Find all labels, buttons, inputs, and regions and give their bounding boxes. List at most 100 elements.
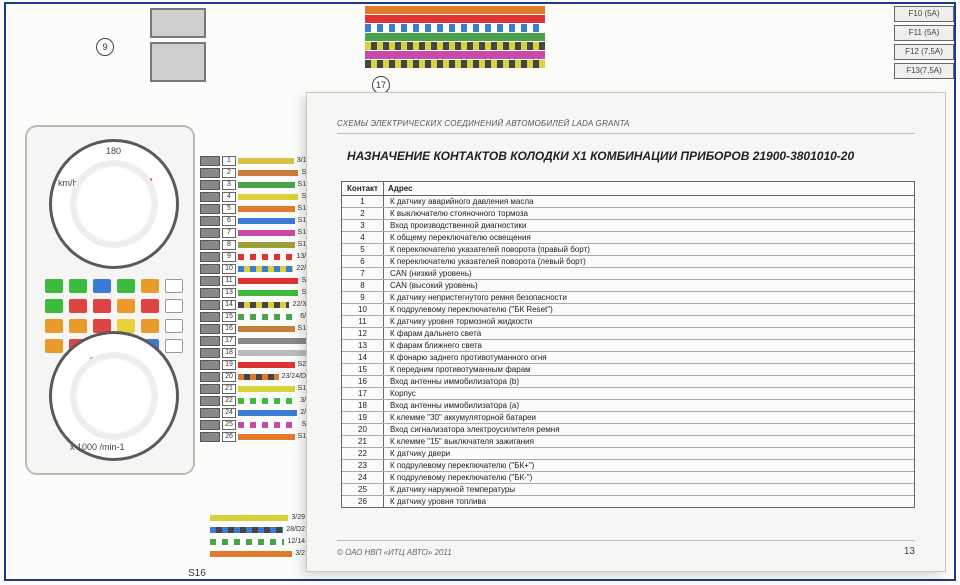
cell-contact: 17: [342, 388, 384, 399]
cell-contact: 24: [342, 472, 384, 483]
wire-label: 28/D2: [286, 526, 305, 533]
wire-strip: [238, 206, 295, 212]
wire-row: 13S6: [200, 287, 310, 298]
cell-address: К общему переключателю освещения: [384, 232, 914, 243]
table-header-row: Контакт Адрес: [342, 182, 914, 196]
cell-contact: 8: [342, 280, 384, 291]
wire-connector: [200, 264, 220, 274]
warning-icon: [93, 299, 111, 313]
wire-strip: [210, 527, 283, 533]
wire-pin: 25: [222, 420, 236, 430]
cell-contact: 25: [342, 484, 384, 495]
table-row: 17Корпус: [342, 388, 914, 400]
wire-row: 7S16: [200, 227, 310, 238]
warning-icon: [69, 279, 87, 293]
wire-strip: [238, 362, 295, 368]
doc-footer: © ОАО НВП «ИТЦ АВТО» 2011: [337, 548, 452, 557]
wire-strip: [238, 314, 297, 320]
wire-connector: [200, 216, 220, 226]
wire-row: 2S7: [200, 167, 310, 178]
wire-strip: [238, 278, 298, 284]
pinout-table: Контакт Адрес 1К датчику аварийного давл…: [341, 181, 915, 508]
doc-page-number: 13: [904, 546, 915, 557]
table-row: 9К датчику непристегнутого ремня безопас…: [342, 292, 914, 304]
wire-row: 5S19: [200, 203, 310, 214]
wire-pin: 15: [222, 312, 236, 322]
wire-connector: [200, 432, 220, 442]
wire-row: 1422/37: [200, 299, 310, 310]
wire-connector: [200, 276, 220, 286]
cell-contact: 6: [342, 256, 384, 267]
wire-pin: 8: [222, 240, 236, 250]
wire-strip: [365, 15, 545, 23]
wire-connector: [200, 156, 220, 166]
wire-pin: 16: [222, 324, 236, 334]
wire-pin: 17: [222, 336, 236, 346]
cell-address: К датчику аварийного давления масла: [384, 196, 914, 207]
table-row: 20Вход сигнализатора электроусилителя ре…: [342, 424, 914, 436]
wire-strip: [365, 42, 545, 50]
warning-icon: [69, 299, 87, 313]
wire-row: 25S9: [200, 419, 310, 430]
wire-pin: 24: [222, 408, 236, 418]
table-row: 14К фонарю заднего противотуманного огня: [342, 352, 914, 364]
cell-contact: 1: [342, 196, 384, 207]
cell-address: К клемме "15" выключателя зажигания: [384, 436, 914, 447]
wire-connector: [200, 408, 220, 418]
wire-strip: [238, 302, 289, 308]
wire-pin: 11: [222, 276, 236, 286]
wire-connector: [200, 300, 220, 310]
wire-strip: [238, 182, 295, 188]
wire-row: 11S6: [200, 275, 310, 286]
wire-row: 242/1: [200, 407, 310, 418]
table-row: 22К датчику двери: [342, 448, 914, 460]
cell-address: К выключателю стояночного тормоза: [384, 208, 914, 219]
wire-strip: [238, 170, 298, 176]
col-address: Адрес: [384, 182, 914, 195]
wire-connector: [200, 228, 220, 238]
table-row: 23К подрулевому переключателю ("БК+"): [342, 460, 914, 472]
tachometer-gauge: x 1000 /min-1: [49, 331, 179, 461]
wire-row: 17: [200, 335, 310, 346]
wire-strip: [365, 6, 545, 14]
cell-contact: 4: [342, 232, 384, 243]
cell-address: К датчику двери: [384, 448, 914, 459]
wire-row: 3/29: [210, 512, 305, 523]
cell-address: К передним противотуманным фарам: [384, 364, 914, 375]
warning-icon: [45, 279, 63, 293]
cell-address: К фонарю заднего противотуманного огня: [384, 352, 914, 363]
cell-address: К клемме "30" аккумуляторной батареи: [384, 412, 914, 423]
fuse: F10 (5A): [894, 6, 954, 22]
cell-contact: 2: [342, 208, 384, 219]
table-row: 7CAN (низкий уровень): [342, 268, 914, 280]
cell-address: Вход антенны иммобилизатора (b): [384, 376, 914, 387]
wire-connector: [200, 180, 220, 190]
label-s16: S16: [188, 568, 206, 579]
wire-row: 19S20: [200, 359, 310, 370]
warning-icon: [117, 279, 135, 293]
cell-contact: 3: [342, 220, 384, 231]
table-row: 24К подрулевому переключателю ("БК-"): [342, 472, 914, 484]
cell-contact: 19: [342, 412, 384, 423]
wire-strip: [238, 386, 295, 392]
wire-strip: [238, 230, 295, 236]
wire-label: 12/14: [287, 538, 305, 545]
wire-pin: 7: [222, 228, 236, 238]
cell-address: К датчику непристегнутого ремня безопасн…: [384, 292, 914, 303]
wire-pin: 14: [222, 300, 236, 310]
cell-address: К фарам ближнего света: [384, 340, 914, 351]
wire-strip: [238, 254, 293, 260]
wire-pin: 4: [222, 192, 236, 202]
fuse-column: F10 (5A)F11 (5A)F12 (7,5A)F13(7,5A): [894, 6, 954, 79]
table-row: 11К датчику уровня тормозной жидкости: [342, 316, 914, 328]
table-row: 3Вход производственной диагностики: [342, 220, 914, 232]
wire-strip: [210, 515, 288, 521]
wire-row: 13/11: [200, 155, 310, 166]
warning-icon: [165, 319, 183, 333]
cell-contact: 10: [342, 304, 384, 315]
wire-connector: [200, 252, 220, 262]
cell-contact: 9: [342, 292, 384, 303]
cell-contact: 15: [342, 364, 384, 375]
pinout-document: СХЕМЫ ЭЛЕКТРИЧЕСКИХ СОЕДИНЕНИЙ АВТОМОБИЛ…: [306, 92, 946, 572]
table-row: 16Вход антенны иммобилизатора (b): [342, 376, 914, 388]
